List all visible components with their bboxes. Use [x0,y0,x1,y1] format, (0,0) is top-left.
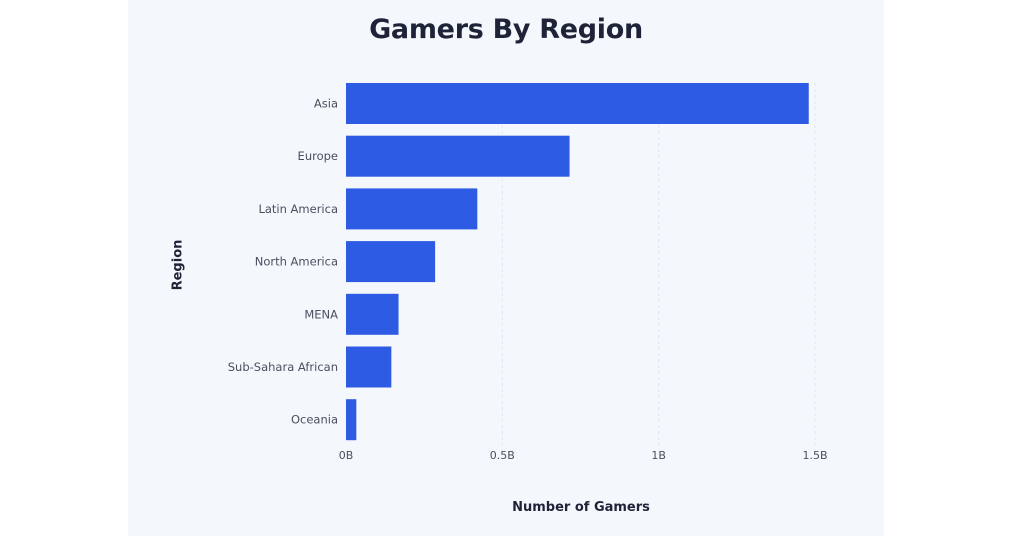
category-label: Sub-Sahara African [228,360,338,374]
bar [346,241,436,283]
category-label: Oceania [291,413,338,427]
bar [346,135,570,177]
category-label: Asia [314,97,338,111]
bar [346,399,357,441]
x-tick-label: 1B [651,449,666,462]
category-label: Latin America [258,202,338,216]
x-tick-label: 0.5B [490,449,515,462]
x-tick-label: 1.5B [802,449,827,462]
bar [346,188,478,230]
bar [346,346,392,388]
x-tick-label: 0B [339,449,354,462]
category-label: MENA [304,307,338,321]
bar [346,83,809,124]
chart-title: Gamers By Region [369,14,643,45]
x-axis-title: Number of Gamers [512,500,650,515]
bar [346,293,399,335]
category-label: North America [255,255,338,269]
category-label: Europe [298,149,338,163]
